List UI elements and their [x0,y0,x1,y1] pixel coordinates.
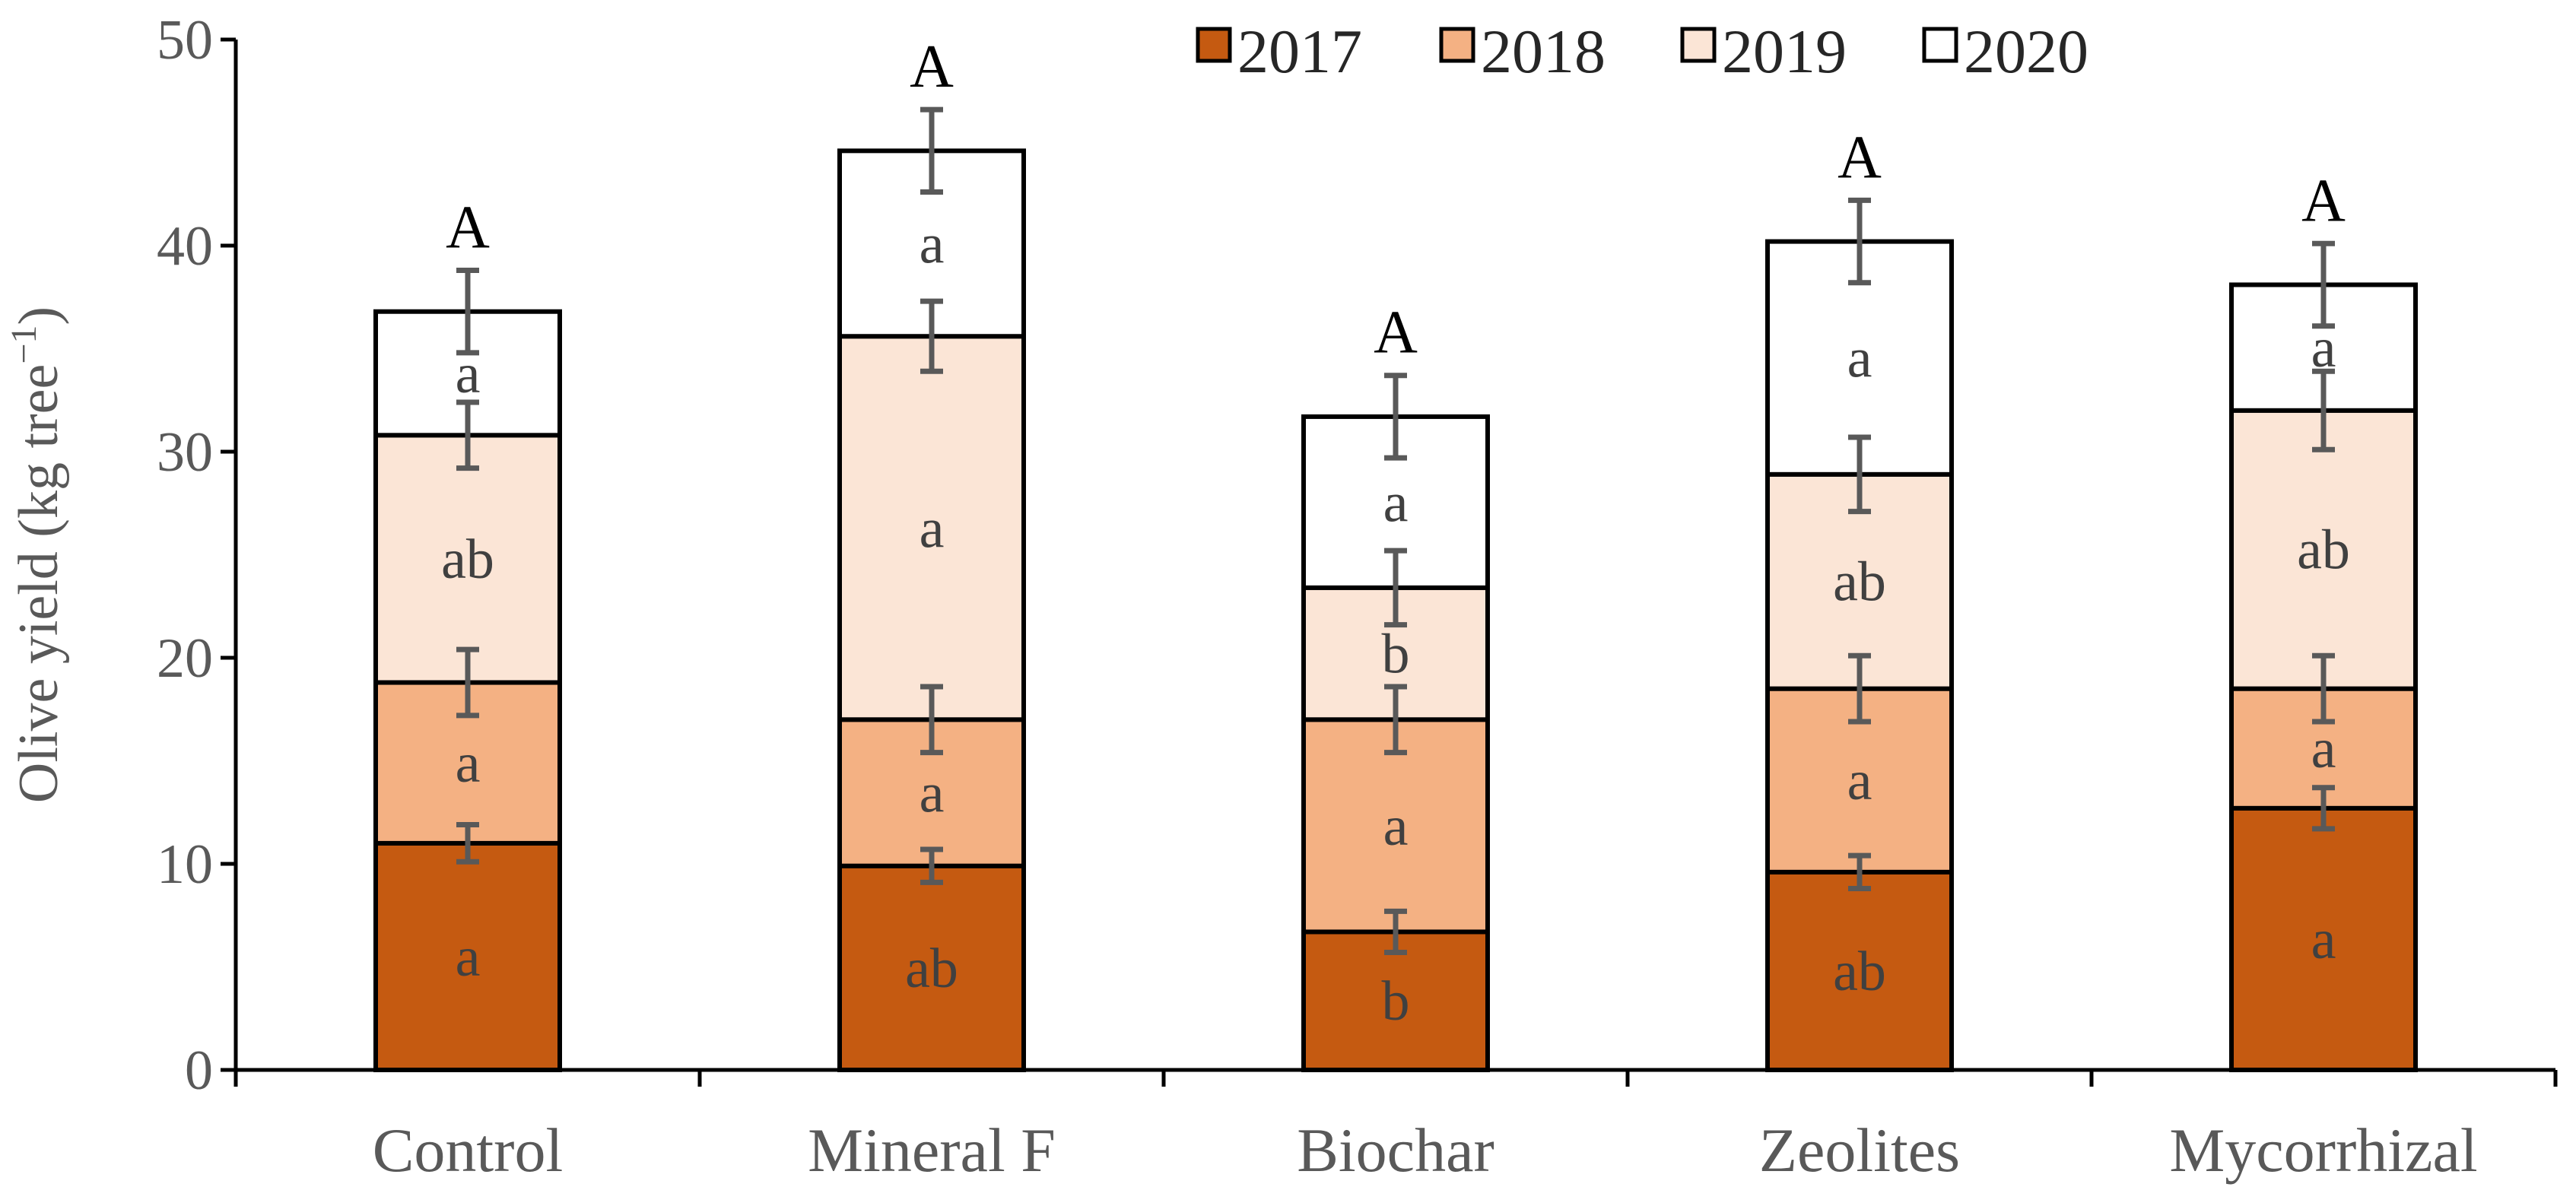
y-tick-label: 40 [157,215,213,278]
segment-letter: a [1383,795,1409,858]
legend-label: 2017 [1237,17,1362,86]
legend-swatch-2017 [1196,27,1232,63]
bar-segment-2017 [837,863,1026,1072]
x-category-label: Mycorrhizal [2169,1116,2477,1185]
segment-letter: ab [905,938,958,1000]
segment-letter: a [456,926,481,989]
legend-swatch-2020 [1922,27,1958,63]
total-letter: A [1374,300,1418,367]
segment-letter: a [2311,909,2336,971]
bar-segment-2017 [373,840,562,1073]
segment-letter: a [456,732,481,795]
y-tick-label: 10 [157,833,213,896]
segment-letter: ab [2297,519,2350,582]
total-letter: A [910,33,954,100]
segment-letter: a [456,343,481,405]
legend-label: 2019 [1722,17,1847,86]
bar-segment-2019 [373,433,562,685]
bar-segment-2019 [2229,408,2418,691]
total-letter: A [446,195,490,262]
segment-letter: ab [441,528,494,591]
segment-letter: a [920,763,945,825]
x-category-label: Zeolites [1759,1116,1960,1185]
x-category-label: Control [373,1116,564,1185]
legend-swatch-2018 [1439,27,1475,63]
legend-label: 2020 [1964,17,2088,86]
segment-letter: b [1382,624,1410,686]
y-tick-label: 0 [185,1040,213,1102]
legend-swatch-2019 [1680,27,1717,63]
y-tick-label: 20 [157,627,213,690]
segment-letter: a [1847,328,1872,390]
segment-letter: a [920,497,945,560]
total-letter: A [2301,167,2346,234]
y-tick-label: 50 [157,9,213,71]
x-category-label: Mineral F [808,1116,1056,1185]
segment-letter: ab [1833,551,1886,614]
y-axis-title: Olive yield (kg tree−1) [4,306,70,803]
segment-letter: a [2311,718,2336,780]
bar-segment-2017 [1765,869,1954,1072]
total-letter: A [1838,124,1882,191]
y-tick-label: 30 [157,421,213,484]
segment-letter: ab [1833,941,1886,1003]
bar-segment-2017 [2229,805,2418,1072]
segment-letter: a [1383,471,1409,534]
legend-label: 2018 [1481,17,1606,86]
segment-letter: b [1382,970,1410,1033]
x-category-label: Biochar [1297,1116,1494,1185]
segment-letter: a [2311,317,2336,379]
segment-letter: a [1847,750,1872,812]
segment-letter: a [920,213,945,275]
